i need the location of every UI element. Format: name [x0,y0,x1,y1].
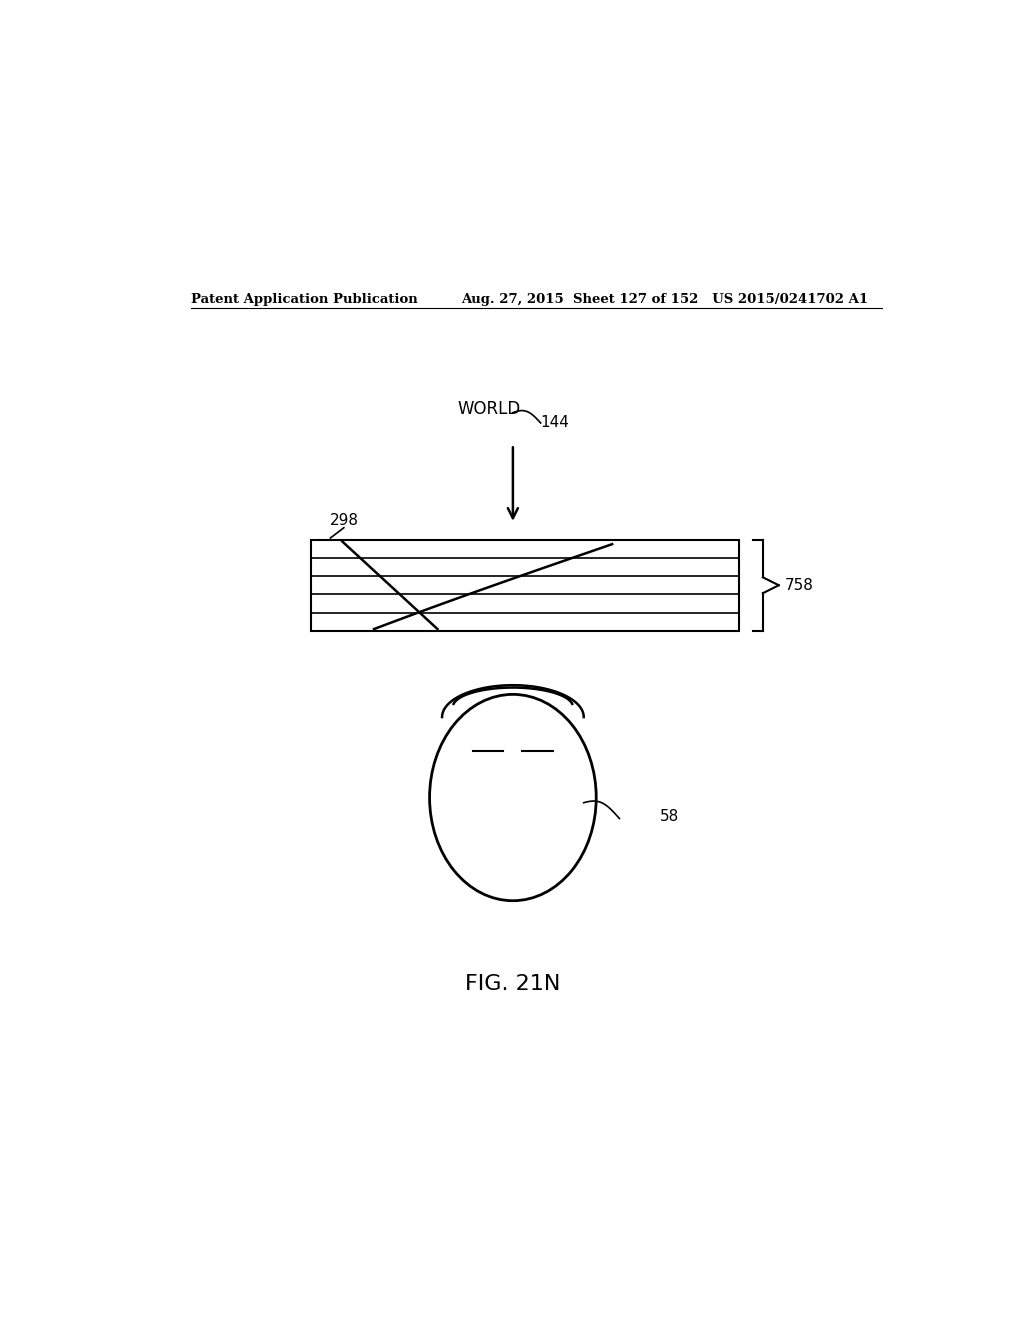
Text: 144: 144 [541,414,569,430]
Text: 58: 58 [659,809,679,825]
Text: Aug. 27, 2015  Sheet 127 of 152   US 2015/0241702 A1: Aug. 27, 2015 Sheet 127 of 152 US 2015/0… [461,293,868,306]
Text: WORLD: WORLD [458,400,520,417]
Text: 298: 298 [331,512,359,528]
Text: Patent Application Publication: Patent Application Publication [191,293,418,306]
Text: 758: 758 [785,578,814,593]
Bar [310,540,739,631]
Text: FIG. 21N: FIG. 21N [465,974,560,994]
